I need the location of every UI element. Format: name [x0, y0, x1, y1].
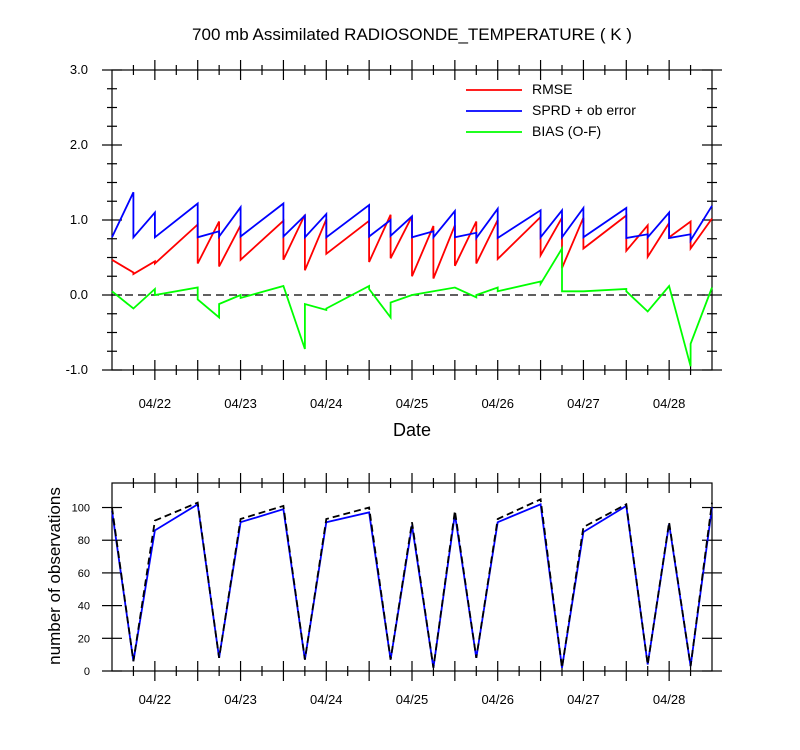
- series-line-bias-o-f: [111, 245, 713, 367]
- y-tick-label: 20: [78, 633, 90, 645]
- legend-label: RMSE: [532, 81, 572, 97]
- y-tick-label: 40: [78, 601, 90, 613]
- x-tick-label: 04/27: [567, 692, 600, 707]
- y-tick-label: 100: [72, 503, 90, 515]
- series-line-possible: [111, 497, 713, 668]
- x-tick-label: 04/28: [653, 396, 686, 411]
- x-tick-label: 04/22: [139, 396, 172, 411]
- x-axis-label: Date: [393, 420, 431, 440]
- y-tick-label: 0.0: [70, 287, 88, 302]
- y-axis-label-observations: number of observations: [45, 487, 64, 665]
- x-tick-label: 04/25: [396, 396, 429, 411]
- legend-label: BIAS (O-F): [532, 123, 601, 139]
- series-line-sprd-ob-error: [111, 191, 713, 244]
- x-tick-label: 04/22: [139, 692, 172, 707]
- x-tick-label: 04/24: [310, 692, 343, 707]
- y-tick-label: 2.0: [70, 137, 88, 152]
- bottom-plot-area: 04/22 04/23 04/24 04/25 04/26 04/27 04/28 0 20 40…: [72, 473, 722, 707]
- series-line-assimilated: [111, 502, 713, 668]
- y-tick-label: 80: [78, 535, 90, 547]
- y-tick-label: -1.0: [66, 362, 88, 377]
- x-tick-label: 04/23: [224, 692, 257, 707]
- top-plot-area: 04/22 04/23 04/24 04/25 04/26 04/27 04/28 3.0 2.…: [66, 60, 722, 411]
- x-tick-label: 04/23: [224, 396, 257, 411]
- legend-label: SPRD + ob error: [532, 102, 636, 118]
- y-tick-label: 3.0: [70, 62, 88, 77]
- plot-frame: [111, 482, 713, 672]
- x-tick-label: 04/27: [567, 396, 600, 411]
- y-tick-label: 0: [84, 666, 90, 678]
- x-tick-label: 04/28: [653, 692, 686, 707]
- x-tick-label: 04/26: [481, 396, 514, 411]
- x-tick-label: 04/25: [396, 692, 429, 707]
- y-tick-label: 60: [78, 568, 90, 580]
- chart-title: 700 mb Assimilated RADIOSONDE_TEMPERATUR…: [192, 25, 632, 44]
- y-tick-label: 1.0: [70, 212, 88, 227]
- x-tick-label: 04/26: [481, 692, 514, 707]
- x-tick-label: 04/24: [310, 396, 343, 411]
